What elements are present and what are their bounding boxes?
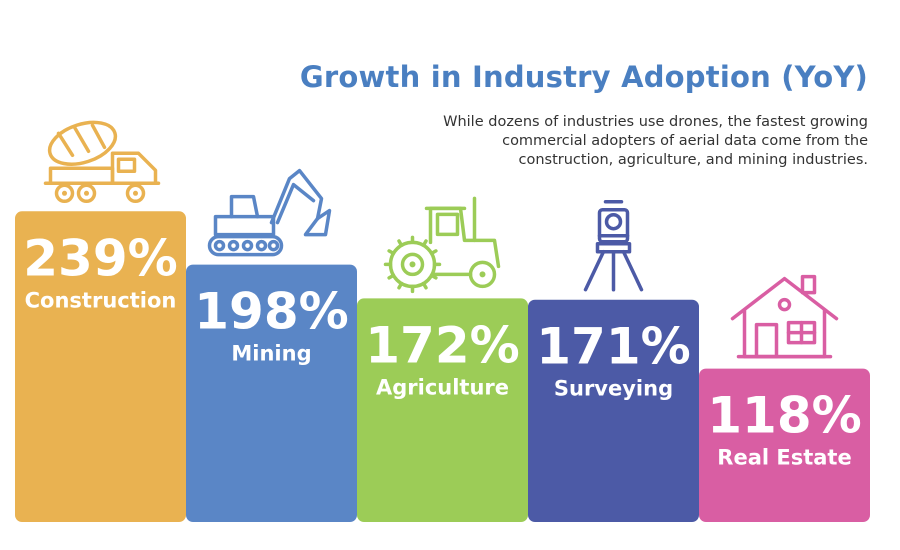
- bar-agriculture: [357, 298, 528, 522]
- category-label: Mining: [231, 342, 311, 366]
- house-icon: [730, 274, 839, 359]
- category-label: Construction: [25, 288, 177, 312]
- bar-real-estate: [699, 368, 870, 522]
- tractor-icon: [383, 196, 501, 294]
- bar-surveying: [528, 299, 699, 522]
- data-label-value: 172%: [365, 316, 519, 374]
- cement-mixer-truck-icon: [43, 120, 161, 204]
- excavator-icon: [207, 168, 332, 257]
- data-label-value: 118%: [707, 387, 861, 445]
- data-label-value: 171%: [536, 318, 690, 376]
- category-label: Surveying: [554, 377, 673, 401]
- chart-title: Growth in Industry Adoption (YoY): [299, 60, 868, 94]
- bar-mining: [186, 264, 357, 522]
- category-label: Agriculture: [376, 375, 509, 399]
- data-label-value: 239%: [23, 229, 177, 287]
- surveying-total-station-icon: [583, 199, 644, 292]
- bar-construction: [15, 211, 186, 523]
- chart-subtitle: While dozens of industries use drones, t…: [443, 114, 868, 168]
- data-label-value: 198%: [194, 283, 348, 341]
- category-label: Real Estate: [717, 446, 851, 470]
